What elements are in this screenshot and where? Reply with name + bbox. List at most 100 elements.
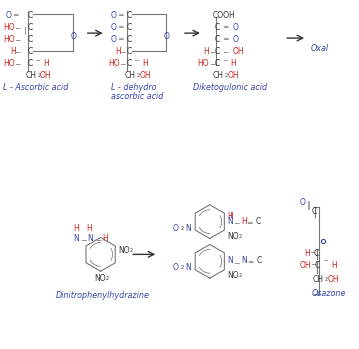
Text: CH: CH [25, 71, 36, 80]
Text: N: N [242, 257, 247, 265]
Text: 2: 2 [129, 248, 132, 253]
Text: HO: HO [197, 59, 209, 68]
Text: Diketogulonic acid: Diketogulonic acid [193, 83, 267, 92]
Text: 2: 2 [225, 73, 228, 78]
Text: ═: ═ [118, 35, 123, 44]
Text: OH: OH [300, 261, 312, 270]
Text: ─: ─ [210, 59, 214, 68]
Text: C: C [126, 35, 132, 44]
Text: ─: ─ [234, 218, 239, 228]
Text: H: H [242, 217, 247, 226]
Text: H: H [43, 59, 49, 68]
Text: 2: 2 [37, 73, 40, 78]
Text: ─: ─ [323, 259, 327, 264]
Text: O: O [5, 11, 11, 20]
Text: ascorbic acid: ascorbic acid [111, 92, 163, 101]
Text: CH: CH [313, 275, 324, 284]
Text: ─: ─ [234, 258, 239, 267]
Text: OH: OH [228, 71, 239, 80]
Text: L - dehydro: L - dehydro [111, 83, 156, 92]
Text: ─: ─ [15, 47, 20, 56]
Text: OH: OH [139, 71, 151, 80]
Text: Osazone: Osazone [312, 289, 346, 298]
Text: HO: HO [3, 59, 15, 68]
Text: ═: ═ [223, 35, 227, 44]
Text: ═: ═ [13, 11, 18, 20]
Text: O: O [111, 23, 116, 32]
Text: N: N [185, 263, 191, 272]
Text: CH: CH [125, 71, 135, 80]
Text: O: O [233, 23, 238, 32]
Text: C: C [27, 35, 32, 44]
Text: H: H [116, 47, 121, 56]
Text: C: C [215, 35, 220, 44]
Text: HO: HO [3, 35, 15, 44]
Text: ─: ─ [121, 47, 125, 56]
Text: ─: ─ [134, 59, 138, 64]
Text: C: C [27, 11, 32, 20]
Text: C: C [312, 207, 317, 216]
Text: ─: ─ [311, 259, 316, 268]
Text: O: O [71, 32, 77, 41]
Text: OH: OH [233, 47, 244, 56]
Text: N: N [228, 217, 233, 226]
Text: ═: ═ [118, 11, 123, 20]
Text: H: H [331, 261, 337, 270]
Text: O: O [300, 198, 306, 207]
Text: C: C [27, 23, 32, 32]
Text: 2: 2 [238, 273, 242, 278]
Text: 2: 2 [181, 265, 184, 270]
Text: Dinitrophenylhydrazine: Dinitrophenylhydrazine [56, 291, 150, 300]
Text: C: C [314, 250, 319, 258]
Text: ─: ─ [95, 236, 100, 245]
Text: OH: OH [328, 275, 340, 284]
Text: ═: ═ [223, 23, 227, 32]
Text: C: C [126, 23, 132, 32]
Text: H: H [142, 59, 148, 68]
Text: ─: ─ [81, 236, 85, 245]
Text: H: H [10, 47, 16, 56]
Text: C: C [215, 59, 220, 68]
Text: H: H [203, 47, 209, 56]
Text: C: C [215, 47, 220, 56]
Text: ─: ─ [223, 59, 227, 64]
Text: C: C [126, 59, 132, 68]
Text: L - Ascorbic acid: L - Ascorbic acid [3, 83, 69, 92]
Text: 2: 2 [181, 225, 184, 231]
Text: ‖: ‖ [307, 201, 311, 210]
Text: C: C [126, 47, 132, 56]
Text: ─: ─ [223, 47, 227, 56]
Text: H: H [103, 233, 108, 243]
Text: ─: ─ [35, 59, 39, 64]
Text: ─: ─ [121, 59, 125, 68]
Text: O: O [173, 224, 179, 232]
Text: H: H [304, 250, 310, 258]
Text: O: O [164, 32, 170, 41]
Text: O: O [111, 11, 116, 20]
Text: H: H [230, 59, 236, 68]
Text: HO: HO [108, 59, 120, 68]
Text: C: C [27, 47, 32, 56]
Text: ═: ═ [247, 218, 252, 228]
Text: NO: NO [228, 231, 239, 240]
Text: ─: ─ [210, 47, 214, 56]
Text: NO: NO [95, 274, 106, 283]
Text: OH: OH [40, 71, 52, 80]
Text: C: C [215, 23, 220, 32]
Text: ─: ─ [310, 247, 314, 257]
Text: N: N [228, 257, 233, 265]
Text: ═: ═ [118, 23, 123, 32]
Text: NO: NO [118, 246, 130, 255]
Text: ═: ═ [248, 258, 253, 267]
Text: CH: CH [213, 71, 224, 80]
Text: HO: HO [3, 23, 15, 32]
Text: O: O [173, 263, 179, 272]
Text: C: C [255, 217, 261, 226]
Text: NO: NO [228, 271, 239, 280]
Text: ─: ─ [15, 59, 20, 68]
Text: COOH: COOH [213, 11, 236, 20]
Text: 2: 2 [238, 233, 242, 238]
Text: N: N [185, 224, 191, 232]
Text: 2: 2 [106, 276, 109, 281]
Text: N: N [73, 233, 79, 243]
